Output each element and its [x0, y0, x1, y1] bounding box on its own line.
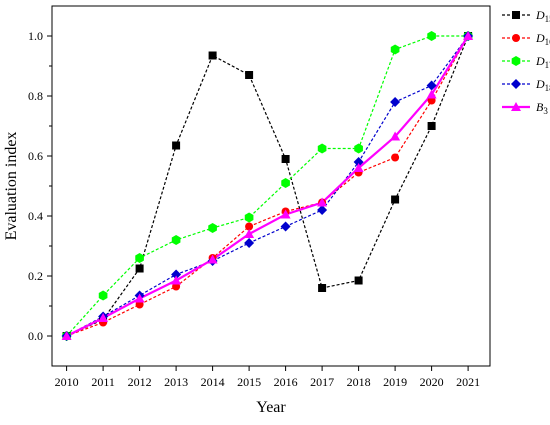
legend-marker-d15 [512, 11, 520, 19]
point-d18 [353, 157, 364, 167]
point-d17 [390, 44, 400, 55]
point-d15 [208, 51, 217, 60]
series-line-d16 [66, 35, 469, 337]
point-d15 [354, 276, 363, 285]
x-tick-label: 2015 [237, 375, 261, 389]
y-tick-label: 0.8 [28, 89, 43, 103]
point-d18 [244, 238, 255, 248]
x-tick-label: 2014 [201, 375, 225, 389]
point-d18 [390, 97, 401, 107]
point-b3 [244, 229, 255, 238]
point-d17 [281, 178, 290, 188]
x-tick-label: 2020 [420, 375, 444, 389]
point-b3 [61, 331, 72, 340]
legend: D15 D16 D17 D18 B3 [502, 8, 550, 116]
point-b3 [134, 293, 145, 303]
point-b3 [390, 131, 401, 141]
legend-marker-b3 [511, 102, 521, 111]
x-tick-label: 2016 [274, 375, 298, 389]
point-b3 [426, 89, 437, 99]
legend-marker-d18 [511, 79, 521, 89]
point-d18 [317, 205, 328, 215]
legend-label-d17: D17 [535, 54, 550, 70]
plot-frame [51, 5, 491, 367]
y-tick-label: 0.2 [28, 269, 43, 283]
point-b3 [353, 163, 364, 172]
point-d17 [208, 223, 217, 233]
x-axis-label: Year [256, 399, 286, 416]
point-d15 [318, 284, 327, 292]
x-tick-label: 2019 [383, 375, 407, 389]
point-d15 [281, 155, 290, 163]
x-tick-label: 2018 [347, 375, 371, 389]
point-d17 [354, 143, 363, 154]
point-d16 [391, 153, 400, 162]
point-b3 [171, 275, 182, 285]
point-d15 [172, 141, 181, 150]
legend-label-b3: B3 [536, 100, 548, 116]
point-b3 [280, 209, 291, 219]
point-b3 [98, 313, 109, 322]
y-tick-label: 1.0 [28, 29, 43, 43]
legend-marker-d16 [512, 34, 520, 42]
y-tick-label: 0.6 [28, 149, 43, 163]
point-d17 [317, 143, 327, 154]
series-line-d18 [66, 35, 469, 337]
series-line-d17 [66, 35, 469, 337]
point-d17 [98, 290, 108, 301]
point-d17 [244, 212, 254, 223]
y-tick-label: 0.4 [28, 209, 43, 223]
point-d18 [280, 221, 291, 232]
y-axis-label: Evaluation index [3, 132, 20, 241]
legend-marker-d17 [511, 56, 521, 66]
point-d18 [426, 80, 437, 91]
point-d17 [427, 31, 436, 41]
point-d15 [427, 122, 436, 130]
x-tick-label: 2013 [164, 375, 188, 389]
x-tick-label: 2012 [128, 375, 152, 389]
legend-label-d16: D16 [535, 31, 550, 47]
point-d18 [171, 269, 182, 280]
series-line-b3 [66, 35, 470, 337]
y-tick-label: 0.0 [28, 329, 43, 343]
point-b3 [317, 197, 328, 207]
point-b3 [463, 31, 474, 40]
series-line-d15 [66, 35, 469, 337]
point-d15 [135, 264, 144, 273]
point-b3 [207, 254, 218, 264]
x-tick-label: 2021 [456, 375, 480, 389]
x-tick-label: 2011 [91, 375, 115, 389]
point-d15 [245, 71, 254, 79]
legend-label-d15: D15 [535, 8, 550, 24]
point-d15 [391, 195, 400, 204]
x-tick-label: 2017 [310, 375, 334, 389]
point-d17 [171, 235, 181, 245]
x-tick-label: 2010 [55, 375, 79, 389]
point-d16 [245, 222, 254, 231]
point-d17 [135, 253, 144, 263]
legend-label-d18: D18 [535, 77, 550, 93]
